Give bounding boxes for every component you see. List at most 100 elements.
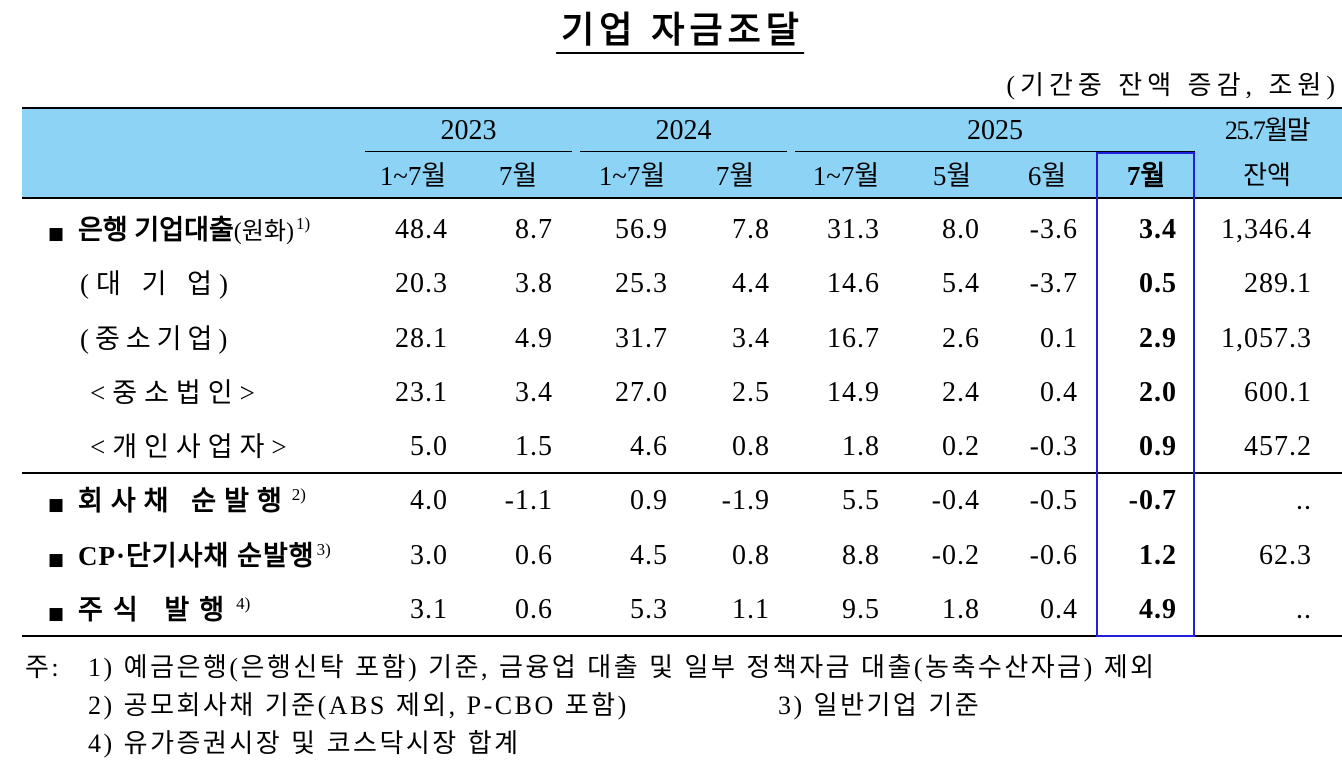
period-header: 7월 xyxy=(715,161,755,191)
row-label: <중소법인> xyxy=(22,366,362,420)
value-cell: 20.3 xyxy=(395,268,448,300)
balance-cell: .. xyxy=(1296,594,1312,626)
value-cell: 25.3 xyxy=(615,268,668,300)
value-cell-highlighted: 2.0 xyxy=(1139,376,1177,408)
value-cell: 3.8 xyxy=(515,268,553,300)
balance-header-label: 잔액 xyxy=(1243,161,1291,190)
value-cell: 8.8 xyxy=(842,539,880,571)
table-row: (대 기 업) 20.3 3.8 25.3 4.4 14.6 5.4 -3.7 0.5 289.1 xyxy=(22,257,1342,311)
value-cell: 16.7 xyxy=(827,322,880,354)
row-label: ■ 회사채 순발행 2) xyxy=(22,474,362,528)
row-label-text: 은행 기업대출 xyxy=(78,215,234,245)
value-cell: 0.8 xyxy=(732,431,770,463)
row-label: ■ CP·단기사채 순발행 3) xyxy=(22,529,362,583)
value-cell: 28.1 xyxy=(395,322,448,354)
value-cell: -1.1 xyxy=(504,485,553,517)
value-cell: 3.0 xyxy=(410,539,448,571)
value-cell: -0.6 xyxy=(1029,539,1078,571)
value-cell: -1.9 xyxy=(721,485,770,517)
period-header: 1~7월 xyxy=(379,161,447,191)
period-header: 1~7월 xyxy=(598,161,666,191)
table-row: (중소기업) 28.1 4.9 31.7 3.4 16.7 2.6 0.1 2.9 1,057.3 xyxy=(22,312,1342,366)
row-label-text: 회사채 순발행 xyxy=(78,486,290,517)
value-cell: 4.5 xyxy=(630,539,668,571)
value-cell: 23.1 xyxy=(395,376,448,408)
table-row: ■ 주식 발행 4) 3.1 0.6 5.3 1.1 9.5 1.8 0.4 4.9.. xyxy=(22,583,1342,637)
value-cell: 1.8 xyxy=(942,594,980,626)
value-cell: 31.7 xyxy=(615,322,668,354)
balance-cell: 1,346.4 xyxy=(1221,214,1312,245)
square-bullet-icon: ■ xyxy=(48,604,65,625)
period-header-highlighted: 7월 xyxy=(1126,161,1166,191)
value-cell-highlighted: 0.5 xyxy=(1139,268,1177,300)
table-row: ■ 회사채 순발행 2) 4.0 -1.1 0.9 -1.9 5.5 -0.4 -0.5 -0.7.… xyxy=(22,474,1342,528)
value-cell: 2.5 xyxy=(732,376,770,408)
table-row: ■ 은행 기업대출(원화) 1) 48.4 8.7 56.9 7.8 31.3 8.0 -3.6 3… xyxy=(22,203,1342,257)
footnote-line: 2) 공모회사채 기준(ABS 제외, P-CBO 포함) 3) 일반기업 기준 xyxy=(25,687,1325,725)
footnote-ref: 3) xyxy=(316,539,331,559)
value-cell: -0.4 xyxy=(931,485,980,517)
value-cell: 8.7 xyxy=(515,214,553,245)
table-row: ■ CP·단기사채 순발행 3) 3.0 0.6 4.5 0.8 8.8 -0.2 -0.6 1.2… xyxy=(22,529,1342,583)
value-cell: 0.4 xyxy=(1040,594,1078,626)
period-header: 5월 xyxy=(932,161,972,191)
table-body: ■ 은행 기업대출(원화) 1) 48.4 8.7 56.9 7.8 31.3 8.0 -3.6 3… xyxy=(22,203,1342,637)
table-row: <개인사업자> 5.0 1.5 4.6 0.8 1.8 0.2 -0.3 0.9 457.2 xyxy=(22,420,1342,474)
square-bullet-icon: ■ xyxy=(48,224,65,244)
footnote-text: 2) 공모회사채 기준(ABS 제외, P-CBO 포함) xyxy=(88,691,629,720)
row-label-suffix: (원화) xyxy=(233,219,294,245)
value-cell: 5.0 xyxy=(410,431,448,463)
value-cell: 48.4 xyxy=(395,214,448,245)
balance-cell: 600.1 xyxy=(1244,376,1312,408)
value-cell: 0.6 xyxy=(515,594,553,626)
balance-cell: 457.2 xyxy=(1244,431,1312,463)
page-title: 기업 자금조달 xyxy=(556,8,804,54)
value-cell: 9.5 xyxy=(842,594,880,626)
value-cell: -0.3 xyxy=(1029,431,1078,463)
row-label-text: <개인사업자> xyxy=(90,432,294,463)
balance-cell: 62.3 xyxy=(1259,539,1312,571)
value-cell: 4.6 xyxy=(630,431,668,463)
value-cell: 3.1 xyxy=(410,594,448,626)
value-cell: 14.6 xyxy=(827,268,880,300)
value-cell: 5.3 xyxy=(630,594,668,626)
row-label: ■ 주식 발행 4) xyxy=(22,583,362,637)
footnote-text: 4) 유가증권시장 및 코스닥시장 합계 xyxy=(88,729,521,758)
value-cell: 1.8 xyxy=(842,431,880,463)
value-cell-highlighted: 0.9 xyxy=(1139,431,1177,463)
period-header: 1~7월 xyxy=(812,161,880,191)
value-cell: 27.0 xyxy=(615,376,668,408)
value-cell: -0.2 xyxy=(931,539,980,571)
row-label-text: (대 기 업) xyxy=(80,269,236,300)
row-label-text: (중소기업) xyxy=(80,323,234,354)
value-cell: 2.6 xyxy=(942,322,980,354)
value-cell: 2.4 xyxy=(942,376,980,408)
footnote-text: 3) 일반기업 기준 xyxy=(778,691,982,720)
balance-cell: .. xyxy=(1296,485,1312,517)
value-cell: 56.9 xyxy=(615,214,668,245)
period-header: 6월 xyxy=(1027,161,1067,191)
value-cell-highlighted: -0.7 xyxy=(1128,485,1177,517)
footnote-line: 4) 유가증권시장 및 코스닥시장 합계 xyxy=(25,725,1325,763)
value-cell: 5.5 xyxy=(842,485,880,517)
value-cell-highlighted: 3.4 xyxy=(1139,214,1177,245)
value-cell: 5.4 xyxy=(942,268,980,300)
unit-note: (기간중 잔액 증감, 조원) xyxy=(1006,71,1340,100)
table-row: <중소법인> 23.1 3.4 27.0 2.5 14.9 2.4 0.4 2.0 600.1 xyxy=(22,366,1342,420)
table-bottom-rule xyxy=(22,635,1342,637)
row-label: <개인사업자> xyxy=(22,420,362,474)
footnote-ref: 2) xyxy=(291,485,306,505)
footnote-text: 1) 예금은행(은행신탁 포함) 기준, 금융업 대출 및 일부 정책자금 대출… xyxy=(88,653,1157,682)
value-cell-highlighted: 2.9 xyxy=(1139,322,1177,354)
value-cell-highlighted: 4.9 xyxy=(1139,594,1177,626)
value-cell: 14.9 xyxy=(827,376,880,408)
value-cell-highlighted: 1.2 xyxy=(1139,539,1177,571)
value-cell: 4.9 xyxy=(515,322,553,354)
balance-cell: 289.1 xyxy=(1244,268,1312,300)
year-group-header: 2023 xyxy=(365,109,572,152)
footnote-ref: 1) xyxy=(295,214,311,233)
row-label: (대 기 업) xyxy=(22,257,362,311)
year-group-header: 2024 xyxy=(580,109,787,152)
value-cell: -3.7 xyxy=(1029,268,1078,300)
value-cell: 0.2 xyxy=(942,431,980,463)
